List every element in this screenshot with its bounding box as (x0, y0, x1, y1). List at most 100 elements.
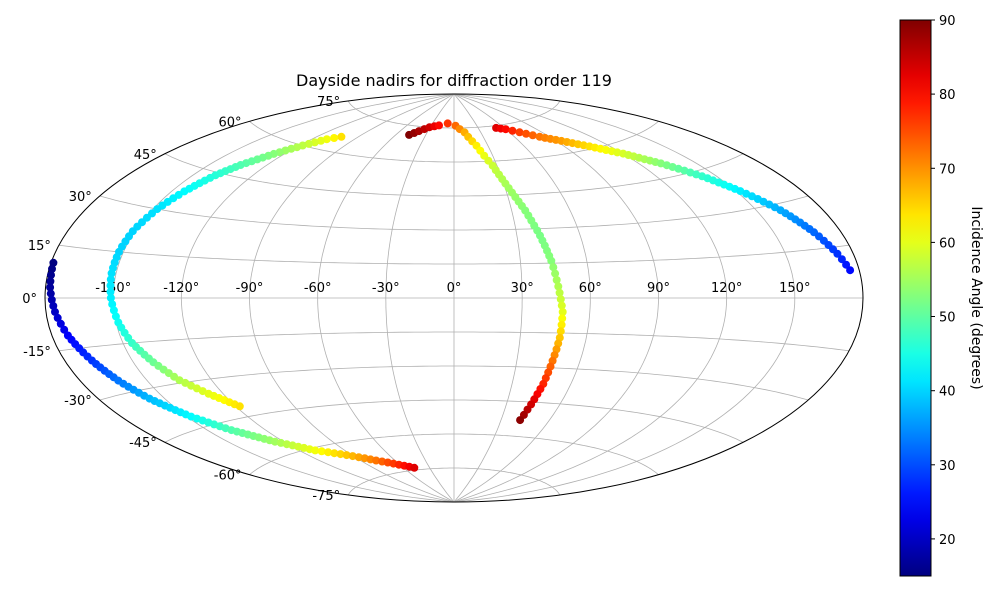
lat-tick-label: 75° (317, 95, 340, 110)
parallel-line (99, 195, 809, 231)
data-point (348, 452, 357, 461)
lon-tick-label: -120° (163, 281, 199, 296)
data-point (304, 139, 313, 148)
data-point (501, 125, 510, 134)
data-point (551, 269, 560, 278)
colorbar-tick-label: 20 (939, 533, 956, 548)
data-point (833, 249, 842, 258)
data-point (554, 282, 563, 291)
lat-tick-label: -15° (23, 345, 51, 360)
data-point (552, 276, 561, 284)
lon-tick-label: -90° (236, 281, 264, 296)
data-point (435, 121, 443, 130)
colorbar-tick-label: 70 (939, 162, 956, 177)
lon-tick-label: -30° (372, 281, 400, 296)
lon-tick-label: 150° (779, 281, 810, 296)
data-point (316, 136, 325, 145)
data-point (557, 320, 566, 329)
lon-tick-label: 30° (511, 281, 534, 296)
data-point (51, 307, 59, 316)
data-point (337, 132, 346, 141)
lat-tick-label: 0° (22, 292, 37, 307)
data-point (342, 451, 351, 460)
colorbar-ticks: 20 30 40 50 60 70 80 90 (931, 14, 956, 548)
colorbar-tick-label: 40 (939, 385, 956, 400)
parallel-line (58, 331, 850, 352)
parallel-line (249, 433, 659, 476)
parallel-line (99, 365, 809, 401)
data-point (106, 294, 115, 302)
data-point (558, 314, 567, 323)
data-point (324, 448, 333, 457)
lat-tick-label: -60° (214, 469, 242, 484)
data-point (56, 319, 65, 328)
colorbar-tick-label: 60 (939, 236, 956, 251)
lat-tick-label: 15° (28, 239, 51, 254)
longitude-tick-labels: -150°-120°-90°-60°-30°0°30°60°90°120°150… (95, 281, 810, 296)
data-point (47, 295, 56, 304)
lat-tick-label: 30° (69, 190, 92, 205)
map-outline (44, 93, 864, 503)
data-point (842, 260, 851, 269)
data-point (48, 264, 56, 273)
data-point (846, 266, 855, 275)
colorbar-tick-label: 30 (939, 459, 956, 474)
data-point (106, 287, 115, 296)
lat-tick-label: -75° (312, 489, 340, 504)
colorbar: 20 30 40 50 60 70 80 90 Incidence Angle (degree… (899, 14, 984, 577)
lon-tick-label: 60° (579, 281, 602, 296)
data-point (330, 449, 339, 458)
data-point (549, 263, 558, 272)
lon-tick-label: 120° (711, 281, 742, 296)
lon-tick-label: -60° (304, 281, 332, 296)
parallel-line (164, 399, 744, 443)
parallel-line (58, 244, 850, 265)
data-point (317, 447, 326, 456)
parallel-line (347, 467, 561, 496)
data-point (556, 295, 565, 304)
data-point (49, 301, 58, 310)
data-point (47, 271, 55, 280)
data-point (336, 450, 345, 459)
colorbar-tick-label: 50 (939, 311, 956, 326)
data-point (310, 138, 319, 147)
data-point (46, 283, 55, 292)
data-point (522, 129, 531, 138)
data-point (410, 463, 419, 472)
data-point (106, 281, 115, 290)
colorbar-tick-label: 90 (939, 14, 956, 29)
chart-title: Dayside nadirs for diffraction order 119 (296, 71, 612, 90)
data-point (311, 446, 320, 455)
data-point (354, 453, 363, 462)
data-point (558, 308, 567, 316)
lon-tick-label: 0° (447, 281, 462, 296)
data-point (109, 306, 118, 315)
data-point (107, 269, 116, 278)
lat-tick-label: -45° (129, 436, 157, 451)
colorbar-tick-label: 80 (939, 88, 956, 103)
data-point (837, 255, 846, 264)
data-point (46, 289, 55, 298)
data-point (528, 131, 537, 140)
data-point (515, 128, 524, 137)
data-points (46, 119, 855, 472)
lon-tick-label: 90° (647, 281, 670, 296)
data-point (516, 416, 525, 425)
data-point (508, 126, 517, 135)
map-grid (45, 94, 863, 502)
colorbar-bar (899, 19, 932, 577)
data-point (108, 300, 117, 309)
colorbar-label: Incidence Angle (degrees) (968, 206, 984, 389)
lat-tick-label: -30° (64, 394, 92, 409)
data-point (53, 313, 62, 322)
data-point (106, 275, 115, 284)
parallel-line (164, 153, 744, 197)
latitude-tick-labels: 75° 60° 45° 30° 15° 0° -15° -30° -45° -60° -75° (22, 95, 340, 504)
data-point (49, 258, 58, 267)
data-point (556, 327, 565, 336)
data-point (555, 288, 564, 297)
data-point (372, 456, 381, 465)
data-point (330, 134, 339, 142)
